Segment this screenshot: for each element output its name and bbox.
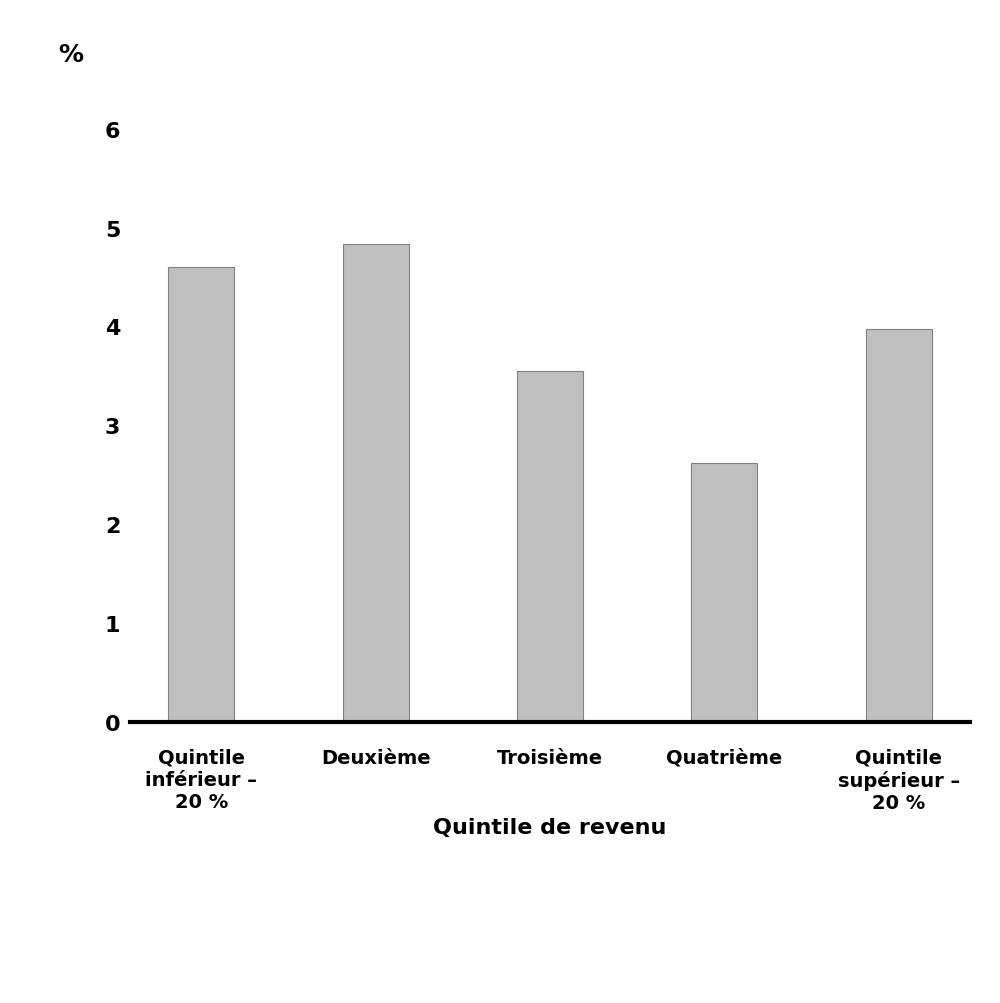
Bar: [168, 268, 234, 722]
X-axis label: Quintile de revenu: Quintile de revenu: [433, 817, 667, 838]
Bar: [517, 371, 583, 722]
Y-axis label: %: %: [59, 43, 84, 67]
Bar: [866, 330, 932, 722]
Bar: [343, 245, 409, 722]
Bar: [691, 463, 757, 722]
